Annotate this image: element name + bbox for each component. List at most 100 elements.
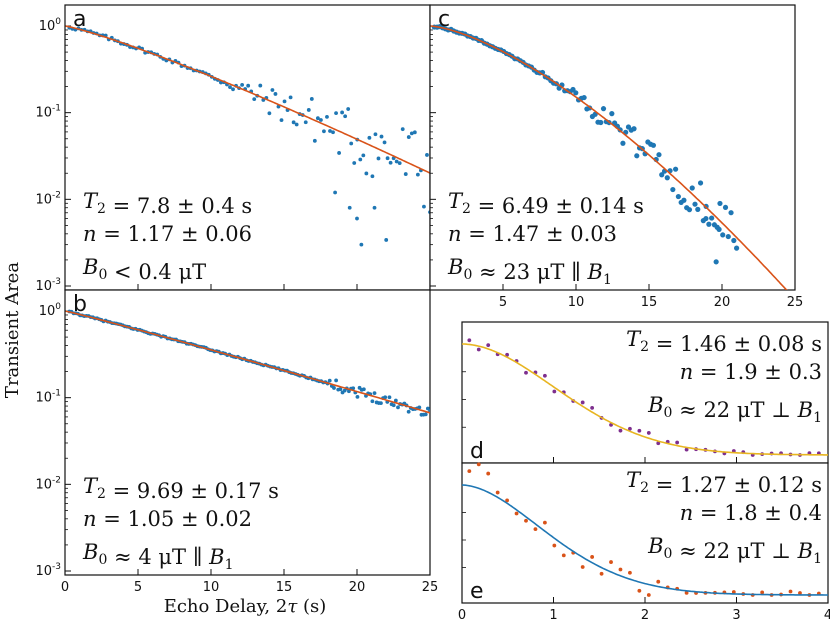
xtick-label: 25 xyxy=(422,580,439,595)
annotation: B0 ≈ 22 μT ⊥ B1 xyxy=(647,534,822,567)
data-point xyxy=(279,118,284,123)
data-point xyxy=(397,161,402,165)
annotation: T2 = 7.8 ± 0.4 s xyxy=(83,189,252,218)
data-point xyxy=(425,153,429,157)
data-point xyxy=(681,197,687,203)
data-point xyxy=(355,216,359,221)
data-point xyxy=(495,490,500,495)
xtick-label: 3 xyxy=(732,608,740,623)
data-point xyxy=(600,106,607,112)
data-point xyxy=(340,110,345,115)
ytick-label: 10-2 xyxy=(35,190,61,207)
data-point xyxy=(343,114,348,119)
data-point xyxy=(373,132,378,137)
annotation: B0 ≈ 22 μT ⊥ B1 xyxy=(647,393,822,426)
panel-b-frame xyxy=(64,289,431,576)
panel-b: 100 10-1 10-2 10-30 5 10 15 20 25 b T2 = 9.69 ± 0.… xyxy=(35,289,439,595)
data-point xyxy=(505,498,510,503)
xtick-label: 0 xyxy=(61,580,69,595)
data-point xyxy=(720,232,726,238)
xtick-label: 5 xyxy=(499,295,507,310)
data-point xyxy=(542,520,547,525)
data-point xyxy=(656,152,662,158)
annotation: T2 = 1.46 ± 0.08 s xyxy=(626,327,822,356)
ytick-label: 100 xyxy=(39,17,62,34)
data-point xyxy=(379,134,384,139)
ytick-label: 100 xyxy=(39,302,62,319)
data-point xyxy=(291,120,296,125)
data-point xyxy=(656,579,661,584)
ytick-label: 10-1 xyxy=(35,389,61,406)
data-point xyxy=(332,386,336,390)
ytick-label: 10-3 xyxy=(35,562,61,579)
y-axis-label: Transient Area xyxy=(2,262,23,398)
data-point xyxy=(628,570,632,575)
data-point xyxy=(406,135,411,139)
data-point xyxy=(372,391,377,396)
data-point xyxy=(670,186,676,193)
data-point xyxy=(731,590,736,594)
data-point xyxy=(731,237,737,244)
data-point xyxy=(382,140,387,145)
x-axis-label: Echo Delay, 2τ (s) xyxy=(164,596,327,617)
data-point xyxy=(288,95,293,100)
data-point xyxy=(788,589,793,594)
annotation: n = 1.05 ± 0.02 xyxy=(83,507,252,531)
data-point xyxy=(798,591,802,595)
data-point xyxy=(412,130,417,135)
data-point xyxy=(425,406,430,411)
data-point xyxy=(352,161,357,165)
data-point xyxy=(359,242,364,247)
data-point xyxy=(325,114,329,119)
data-point xyxy=(364,171,369,176)
data-point xyxy=(379,401,383,406)
panel-label: a xyxy=(73,7,86,32)
data-point xyxy=(409,131,414,136)
annotation: n = 1.9 ± 0.3 xyxy=(680,360,822,384)
data-point xyxy=(327,378,332,383)
data-point xyxy=(349,141,354,146)
data-point xyxy=(467,338,472,343)
panel-a-frame xyxy=(64,4,431,291)
data-point xyxy=(709,215,715,221)
panel-d-frame xyxy=(461,321,829,464)
xtick-label: 10 xyxy=(203,580,220,595)
data-point xyxy=(355,394,360,399)
data-point xyxy=(361,153,366,158)
data-point xyxy=(609,111,615,117)
data-point xyxy=(367,135,372,140)
data-point xyxy=(476,462,481,467)
data-point xyxy=(315,116,320,121)
panel-label: d xyxy=(470,439,484,464)
data-point xyxy=(514,511,519,516)
data-point xyxy=(388,160,393,165)
ytick-label: 10-3 xyxy=(35,277,61,294)
data-point xyxy=(476,347,481,352)
panel-e: 0 1 2 3 4 e T2 = 1.27 ± 0.12 s n = 1.8 ± 0.4 B0 … xyxy=(458,462,830,623)
fit-line xyxy=(65,310,430,414)
annotation: B0 < 0.4 μT xyxy=(82,255,206,284)
annotation: n = 1.17 ± 0.06 xyxy=(83,222,252,246)
data-point xyxy=(423,412,428,417)
panel-c-frame xyxy=(429,4,796,291)
data-point xyxy=(467,469,472,474)
data-point xyxy=(376,156,381,161)
data-point xyxy=(599,571,604,576)
data-point xyxy=(306,108,311,112)
data-point xyxy=(372,205,377,210)
data-point xyxy=(542,373,547,378)
annotation: T2 = 9.69 ± 0.17 s xyxy=(83,474,279,503)
data-point xyxy=(573,90,579,96)
data-point xyxy=(273,92,278,96)
data-point xyxy=(351,386,356,391)
data-point xyxy=(282,99,287,104)
xtick-label: 2 xyxy=(641,608,649,623)
data-point xyxy=(722,204,729,211)
fit-line xyxy=(461,484,828,596)
data-point xyxy=(675,193,681,200)
data-point xyxy=(252,97,257,101)
panel-d: d T2 = 1.46 ± 0.08 s n = 1.9 ± 0.3 B0 ≈ 22 … xyxy=(461,321,829,464)
data-point xyxy=(403,172,408,176)
data-point xyxy=(338,387,343,392)
xtick-label: 15 xyxy=(276,580,293,595)
